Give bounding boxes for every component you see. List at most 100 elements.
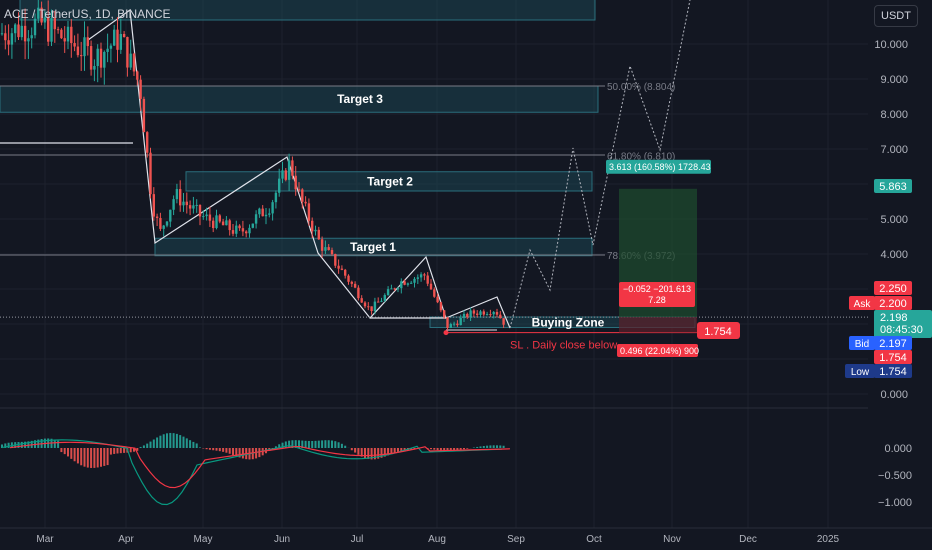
candle-body: [142, 98, 146, 133]
candle-body: [14, 24, 17, 34]
target-label: 3.613 (160.58%) 1728.43: [609, 162, 711, 172]
candle-body: [231, 230, 235, 234]
ask-tag-bg: [849, 296, 875, 310]
candle-body: [462, 313, 466, 318]
candle-body: [162, 225, 165, 229]
candle-body: [70, 26, 73, 44]
candle-body: [165, 221, 169, 226]
candle-body: [109, 45, 113, 49]
candle-body: [185, 201, 188, 206]
time-tick: Dec: [739, 534, 757, 545]
candle-body: [221, 221, 225, 226]
candle-body: [284, 170, 287, 180]
candle-body: [73, 43, 76, 47]
candle-body: [86, 37, 89, 47]
osc-histogram-bar: [139, 446, 142, 448]
candle-body: [466, 313, 469, 318]
osc-histogram-bar: [453, 448, 456, 451]
candle-body: [228, 220, 231, 231]
osc-histogram-bar: [149, 441, 152, 448]
candle-body: [377, 301, 380, 303]
candle-body: [106, 48, 109, 52]
osc-histogram-bar: [241, 448, 244, 459]
candle-body: [410, 282, 413, 284]
candle-body: [502, 318, 505, 325]
osc-histogram-bar: [142, 445, 145, 448]
candle-body: [132, 53, 136, 72]
time-tick: Nov: [663, 534, 681, 545]
long-position-tool: 3.613 (160.58%) 1728.43 −0.052 −201.6137.…: [606, 159, 740, 357]
countdown: 08:45:30: [880, 324, 923, 336]
candle-body: [446, 317, 449, 328]
candle-body: [136, 71, 139, 80]
fib-label: 50.00% (8.804): [607, 82, 675, 93]
candle-body: [248, 227, 251, 234]
candle-body: [30, 35, 33, 39]
osc-histogram-bar: [331, 440, 333, 448]
time-tick: Mar: [36, 534, 54, 545]
osc-histogram-bar: [459, 448, 462, 450]
candle-body: [27, 38, 30, 42]
candle-body: [426, 275, 429, 284]
candle-body: [456, 323, 459, 326]
candle-body: [419, 274, 423, 278]
osc-histogram-bar: [476, 446, 479, 448]
time-tick: Jun: [274, 534, 290, 545]
candle-body: [17, 24, 20, 38]
candle-body: [423, 274, 426, 276]
osc-histogram-bar: [96, 448, 99, 468]
candle-body: [383, 295, 386, 301]
candle-body: [155, 216, 159, 218]
osc-histogram-bar: [192, 441, 195, 448]
candle-body: [83, 37, 86, 57]
candle-body: [287, 160, 291, 180]
osc-histogram-bar: [367, 448, 370, 460]
current-price: 2.198: [880, 312, 908, 324]
bid-tag-bg: [849, 336, 875, 350]
stop-loss-marker: [443, 330, 449, 336]
osc-histogram-bar: [403, 448, 406, 451]
candle-body: [489, 314, 492, 316]
candle-body: [472, 310, 476, 314]
candle-body: [182, 201, 185, 206]
osc-histogram-bar: [393, 448, 396, 453]
price-tick: 8.000: [880, 109, 908, 121]
osc-histogram-bar: [357, 448, 360, 455]
osc-histogram-bar: [86, 448, 89, 468]
candle-body: [469, 310, 472, 318]
candle-body: [235, 225, 238, 234]
osc-histogram-bar: [57, 440, 60, 448]
candle-body: [396, 288, 400, 290]
zone-target-1: [154, 237, 593, 257]
symbol-title[interactable]: ACE / TetherUS, 1D, BINANCE: [4, 7, 171, 21]
osc-histogram-bar: [499, 445, 502, 448]
stop-label-bg: [617, 344, 698, 357]
osc-histogram-bar: [179, 435, 182, 448]
candle-body: [99, 48, 103, 68]
candle-body: [241, 228, 245, 232]
osc-histogram-bar: [496, 445, 498, 448]
osc-histogram-bar: [463, 448, 465, 450]
stop-price-label: 1.754: [704, 326, 732, 338]
osc-histogram-bar: [60, 448, 63, 453]
candle-body: [146, 132, 149, 153]
osc-histogram-bar: [215, 448, 218, 451]
osc-histogram-bar: [354, 448, 357, 453]
osc-histogram-bar: [449, 448, 452, 451]
osc-histogram-bar: [387, 448, 390, 456]
osc-histogram-bar: [317, 440, 320, 448]
candle-body: [344, 269, 347, 276]
candle-body: [413, 278, 416, 283]
candle-body: [340, 268, 344, 270]
candle-body: [116, 29, 119, 50]
price-tick: 0.000: [880, 389, 908, 401]
currency-button[interactable]: USDT: [874, 5, 918, 27]
candle-body: [202, 216, 205, 218]
candle-body: [159, 217, 162, 229]
sl-note: SL . Daily close below: [510, 340, 617, 352]
candle-body: [258, 208, 261, 215]
ask-tag: Ask: [854, 299, 872, 310]
time-tick: Oct: [586, 534, 602, 545]
candle-body: [139, 79, 142, 99]
